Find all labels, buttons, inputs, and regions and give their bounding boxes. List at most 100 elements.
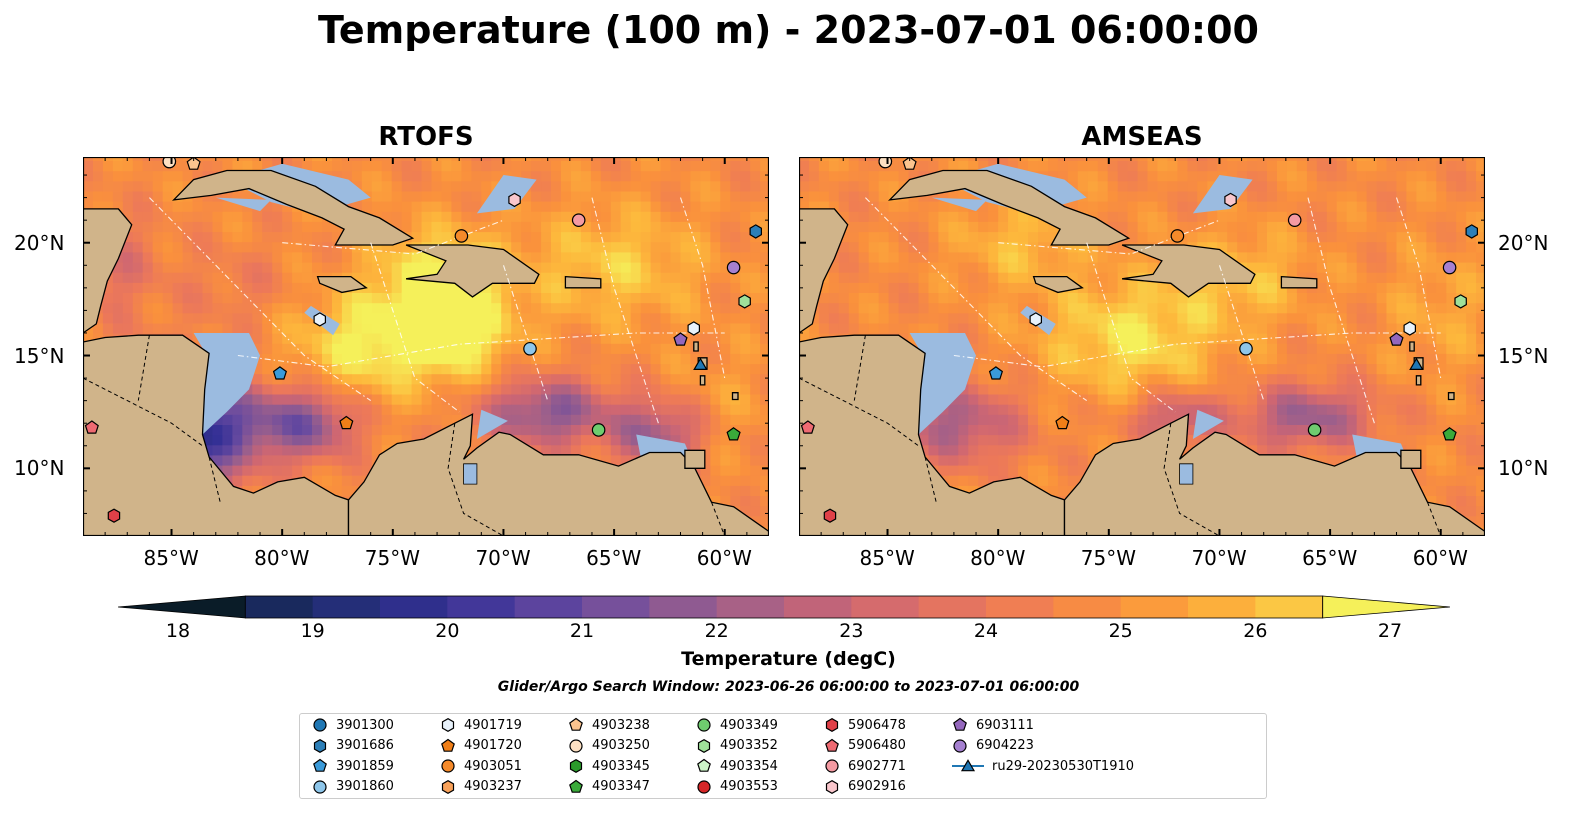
- observation-marker-4903352[interactable]: [1454, 294, 1467, 309]
- observation-marker-4903051[interactable]: [1170, 229, 1185, 243]
- colorbar-tick-label: 20: [435, 620, 460, 642]
- legend-item: ru29-20230530T1910: [952, 757, 1134, 775]
- observation-legend: 3901300 3901686 3901859 3901860 4901719 49017…: [299, 713, 1267, 799]
- legend-item: 3901300: [312, 716, 394, 734]
- amseas-country-borders: [799, 335, 1442, 536]
- colorbar-tick-label: 24: [973, 620, 999, 642]
- lon-tick-label: 60°W: [1412, 546, 1468, 570]
- observation-marker-6902916[interactable]: [1224, 192, 1237, 208]
- observation-marker-4901720[interactable]: [1055, 415, 1070, 430]
- observation-marker-4901720[interactable]: [339, 415, 354, 430]
- colorbar-tick-label: 23: [839, 620, 864, 642]
- lon-tick-label: 75°W: [364, 546, 421, 570]
- observation-marker-4903349[interactable]: [1307, 423, 1322, 437]
- lon-tick-label: 65°W: [586, 546, 642, 570]
- colorbar-segment: [582, 596, 650, 618]
- observation-marker-3901859[interactable]: [988, 366, 1004, 380]
- legend-item: 3901686: [312, 737, 394, 755]
- colorbar-segment: [380, 596, 448, 618]
- legend-marker-triangle-line: [952, 759, 984, 772]
- legend-item: 4903347: [568, 778, 650, 796]
- legend-label: 6902916: [848, 779, 906, 794]
- colorbar-tick-label: 18: [165, 620, 191, 642]
- observation-marker-6902916[interactable]: [508, 192, 521, 208]
- observation-marker-ru29-20230530T1910[interactable]: [693, 357, 708, 370]
- observation-marker-5906480[interactable]: [800, 420, 815, 434]
- legend-marker-circle: [825, 759, 839, 773]
- observation-marker-6902771[interactable]: [571, 213, 586, 227]
- observation-marker-4903349[interactable]: [591, 423, 606, 437]
- observation-marker-4903238[interactable]: [902, 157, 917, 170]
- observation-marker-4903347[interactable]: [1442, 427, 1457, 441]
- lon-tick-label: 80°W: [970, 546, 1026, 570]
- legend-label: 4903237: [464, 779, 522, 794]
- legend-marker-hexagon: [825, 779, 839, 794]
- observation-marker-6904223[interactable]: [1442, 260, 1457, 275]
- legend-label: 4903352: [720, 738, 778, 753]
- observation-marker-3901860[interactable]: [1239, 341, 1253, 356]
- legend-marker-pentagon: [825, 738, 839, 752]
- search-window-caption: Glider/Argo Search Window: 2023-06-26 06…: [497, 679, 1080, 695]
- lon-tick-label: 85°W: [143, 546, 199, 570]
- amseas-eez-boundaries: [865, 197, 1442, 424]
- panel-title-rtofs: RTOFS: [378, 122, 474, 152]
- legend-item: 4903553: [696, 778, 778, 796]
- observation-marker-4901719[interactable]: [1029, 312, 1042, 327]
- observation-marker-6903111[interactable]: [673, 332, 688, 346]
- legend-label: 4903553: [720, 779, 778, 794]
- legend-marker-pentagon: [569, 779, 583, 793]
- lat-tick-label-right: 20°N: [1498, 230, 1549, 255]
- observation-marker-5906478[interactable]: [107, 508, 121, 523]
- lat-tick-label-right: 10°N: [1498, 456, 1549, 481]
- legend-label: 4903349: [720, 717, 778, 733]
- colorbar-tick-label: 27: [1377, 620, 1403, 642]
- legend-label: 4903345: [592, 758, 650, 774]
- rtofs-land: [83, 157, 769, 536]
- legend-item: 4903238: [568, 716, 650, 734]
- observation-marker-3901686[interactable]: [749, 224, 763, 239]
- rtofs-map-panel[interactable]: [83, 157, 769, 536]
- observation-marker-3901859[interactable]: [272, 366, 288, 380]
- observation-marker-3901686[interactable]: [1465, 224, 1479, 239]
- legend-label: ru29-20230530T1910: [992, 758, 1135, 774]
- lat-tick-label-left: 10°N: [14, 456, 65, 481]
- legend-marker-hexagon: [569, 759, 583, 773]
- legend-item: 5906480: [824, 737, 906, 755]
- legend-label: 6902771: [848, 758, 906, 774]
- observation-marker-4901719[interactable]: [1403, 321, 1417, 336]
- legend-label: 4903250: [592, 738, 650, 753]
- observation-marker-ru29-20230530T1910[interactable]: [1409, 357, 1424, 370]
- observation-marker-5906480[interactable]: [84, 420, 99, 434]
- colorbar-tick-label: 21: [569, 620, 595, 642]
- legend-item: 4901719: [440, 716, 522, 734]
- legend-label: 4901720: [464, 738, 522, 753]
- figure-title: Temperature (100 m) - 2023-07-01 06:00:0…: [317, 8, 1259, 52]
- observation-marker-4901719[interactable]: [687, 321, 701, 336]
- legend-marker-circle: [569, 738, 583, 753]
- observation-marker-3901860[interactable]: [523, 341, 537, 356]
- legend-marker-pentagon: [953, 717, 967, 731]
- observation-marker-6902771[interactable]: [1287, 213, 1302, 227]
- legend-marker-hexagon: [441, 718, 455, 732]
- observation-marker-4903051[interactable]: [454, 229, 469, 243]
- amseas-map-panel[interactable]: [799, 157, 1485, 536]
- observation-marker-4903250[interactable]: [162, 157, 177, 169]
- colorbar-segment: [447, 596, 516, 618]
- legend-label: 6903111: [976, 717, 1034, 733]
- legend-label: 4901719: [464, 717, 522, 733]
- observation-marker-5906478[interactable]: [823, 508, 837, 523]
- observation-marker-4903347[interactable]: [726, 427, 741, 441]
- colorbar-over-arrow: [1322, 595, 1450, 619]
- observation-marker-6903111[interactable]: [1389, 332, 1404, 346]
- panel-title-amseas: AMSEAS: [1081, 122, 1203, 152]
- colorbar-tick-label: 25: [1108, 620, 1133, 642]
- observation-marker-4903352[interactable]: [738, 294, 751, 309]
- legend-marker-circle: [697, 779, 711, 794]
- observation-marker-6904223[interactable]: [726, 260, 741, 275]
- observation-marker-4903250[interactable]: [878, 157, 893, 169]
- legend-marker-circle: [441, 759, 455, 773]
- legend-marker-pentagon: [569, 717, 583, 731]
- observation-marker-4903238[interactable]: [186, 157, 201, 170]
- lon-tick-label: 70°W: [1191, 546, 1247, 570]
- observation-marker-4901719[interactable]: [313, 312, 326, 327]
